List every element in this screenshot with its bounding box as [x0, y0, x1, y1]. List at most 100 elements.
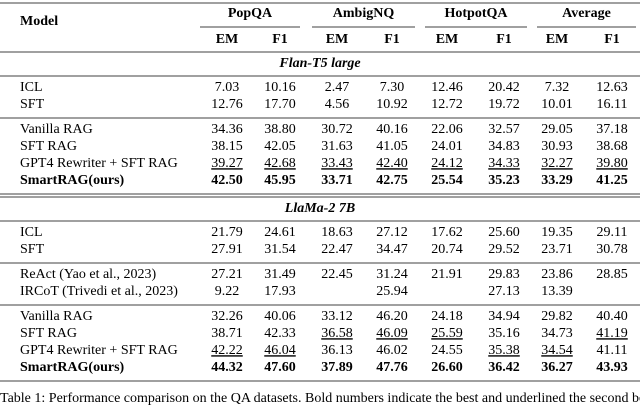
- row-model: SFT: [20, 242, 45, 257]
- cell: 16.11: [597, 97, 628, 112]
- cell: 32.27: [541, 156, 573, 171]
- cell: 35.38: [488, 343, 520, 358]
- cell: 42.75: [376, 173, 408, 188]
- cell: 42.22: [211, 343, 243, 358]
- cell: 36.27: [541, 360, 573, 375]
- row-model: ReAct (Yao et al., 2023): [20, 267, 157, 282]
- cell: 41.25: [596, 173, 628, 188]
- cell: 27.91: [211, 242, 243, 257]
- cell: 27.21: [211, 267, 243, 282]
- cell: 21.91: [431, 267, 463, 282]
- cell: 34.83: [488, 139, 520, 154]
- cell: 38.71: [211, 326, 243, 341]
- cell: 33.71: [321, 173, 353, 188]
- cell: 22.06: [431, 122, 463, 137]
- header-dataset: Average: [562, 6, 611, 21]
- cell: 7.03: [215, 80, 240, 95]
- cell: 31.49: [264, 267, 296, 282]
- cell: 25.60: [488, 225, 520, 240]
- cell: 27.13: [488, 284, 520, 299]
- row-model: IRCoT (Trivedi et al., 2023): [20, 284, 178, 299]
- cell: 18.63: [321, 225, 353, 240]
- cell: 27.12: [376, 225, 408, 240]
- cell: 25.59: [431, 326, 463, 341]
- cell: 36.58: [321, 326, 353, 341]
- cell: 47.60: [264, 360, 296, 375]
- cell: 46.02: [376, 343, 408, 358]
- header-metric: EM: [436, 32, 459, 47]
- row-model: SFT: [20, 97, 45, 112]
- cell: 36.42: [488, 360, 520, 375]
- cell: 30.93: [541, 139, 573, 154]
- header-metric: F1: [604, 32, 620, 47]
- cell: 10.16: [264, 80, 296, 95]
- cell: 32.26: [211, 309, 243, 324]
- cell: 12.76: [211, 97, 243, 112]
- cell: 41.05: [376, 139, 408, 154]
- header-metric: EM: [216, 32, 239, 47]
- cell: 10.92: [376, 97, 408, 112]
- cell: 34.36: [211, 122, 243, 137]
- cell: 29.52: [488, 242, 520, 257]
- cell: 12.72: [431, 97, 463, 112]
- cell: 42.50: [211, 173, 243, 188]
- cell: 28.85: [596, 267, 628, 282]
- cell: 17.70: [264, 97, 296, 112]
- cell: 44.32: [211, 360, 243, 375]
- cell: 21.79: [211, 225, 243, 240]
- cell: 34.33: [488, 156, 520, 171]
- cell: 35.16: [488, 326, 520, 341]
- cell: 22.45: [321, 267, 353, 282]
- cell: 12.46: [431, 80, 463, 95]
- cell: 17.93: [264, 284, 296, 299]
- cell: 41.11: [597, 343, 628, 358]
- row-model: ICL: [20, 80, 43, 95]
- cell: 34.94: [488, 309, 520, 324]
- cell: 19.35: [541, 225, 573, 240]
- cell: 24.55: [431, 343, 463, 358]
- cell: 26.60: [431, 360, 463, 375]
- row-model: Vanilla RAG: [20, 122, 93, 137]
- cell: 2.47: [325, 80, 350, 95]
- cell: 20.74: [431, 242, 463, 257]
- cell: 22.47: [321, 242, 353, 257]
- cell: 38.80: [264, 122, 296, 137]
- cell: 33.43: [321, 156, 353, 171]
- cell: 34.47: [376, 242, 408, 257]
- row-model: SmartRAG(ours): [20, 360, 125, 375]
- cell: 7.30: [380, 80, 405, 95]
- cell: 30.78: [596, 242, 628, 257]
- cell: 23.86: [541, 267, 573, 282]
- row-model: SFT RAG: [20, 326, 77, 341]
- cell: 7.32: [545, 80, 570, 95]
- cell: 34.73: [541, 326, 573, 341]
- cell: 40.06: [264, 309, 296, 324]
- cell: 42.40: [376, 156, 408, 171]
- cell: 24.61: [264, 225, 296, 240]
- cell: 24.18: [431, 309, 463, 324]
- cell: 33.29: [541, 173, 573, 188]
- cell: 34.54: [541, 343, 573, 358]
- cell: 46.04: [264, 343, 296, 358]
- cell: 46.20: [376, 309, 408, 324]
- header-metric: F1: [384, 32, 400, 47]
- cell: 31.63: [321, 139, 353, 154]
- cell: 39.27: [211, 156, 243, 171]
- section-title: LlaMa-2 7B: [284, 201, 355, 216]
- section-title: Flan-T5 large: [278, 56, 360, 71]
- header-dataset: HotpotQA: [445, 6, 509, 21]
- cell: 29.83: [488, 267, 520, 282]
- cell: 24.01: [431, 139, 463, 154]
- cell: 29.11: [597, 225, 628, 240]
- cell: 43.93: [596, 360, 628, 375]
- header-metric: EM: [326, 32, 349, 47]
- header-dataset: PopQA: [228, 6, 273, 21]
- cell: 25.54: [431, 173, 463, 188]
- cell: 35.23: [488, 173, 520, 188]
- cell: 37.89: [321, 360, 353, 375]
- cell: 17.62: [431, 225, 463, 240]
- cell: 45.95: [264, 173, 296, 188]
- row-model: Vanilla RAG: [20, 309, 93, 324]
- cell: 38.68: [596, 139, 628, 154]
